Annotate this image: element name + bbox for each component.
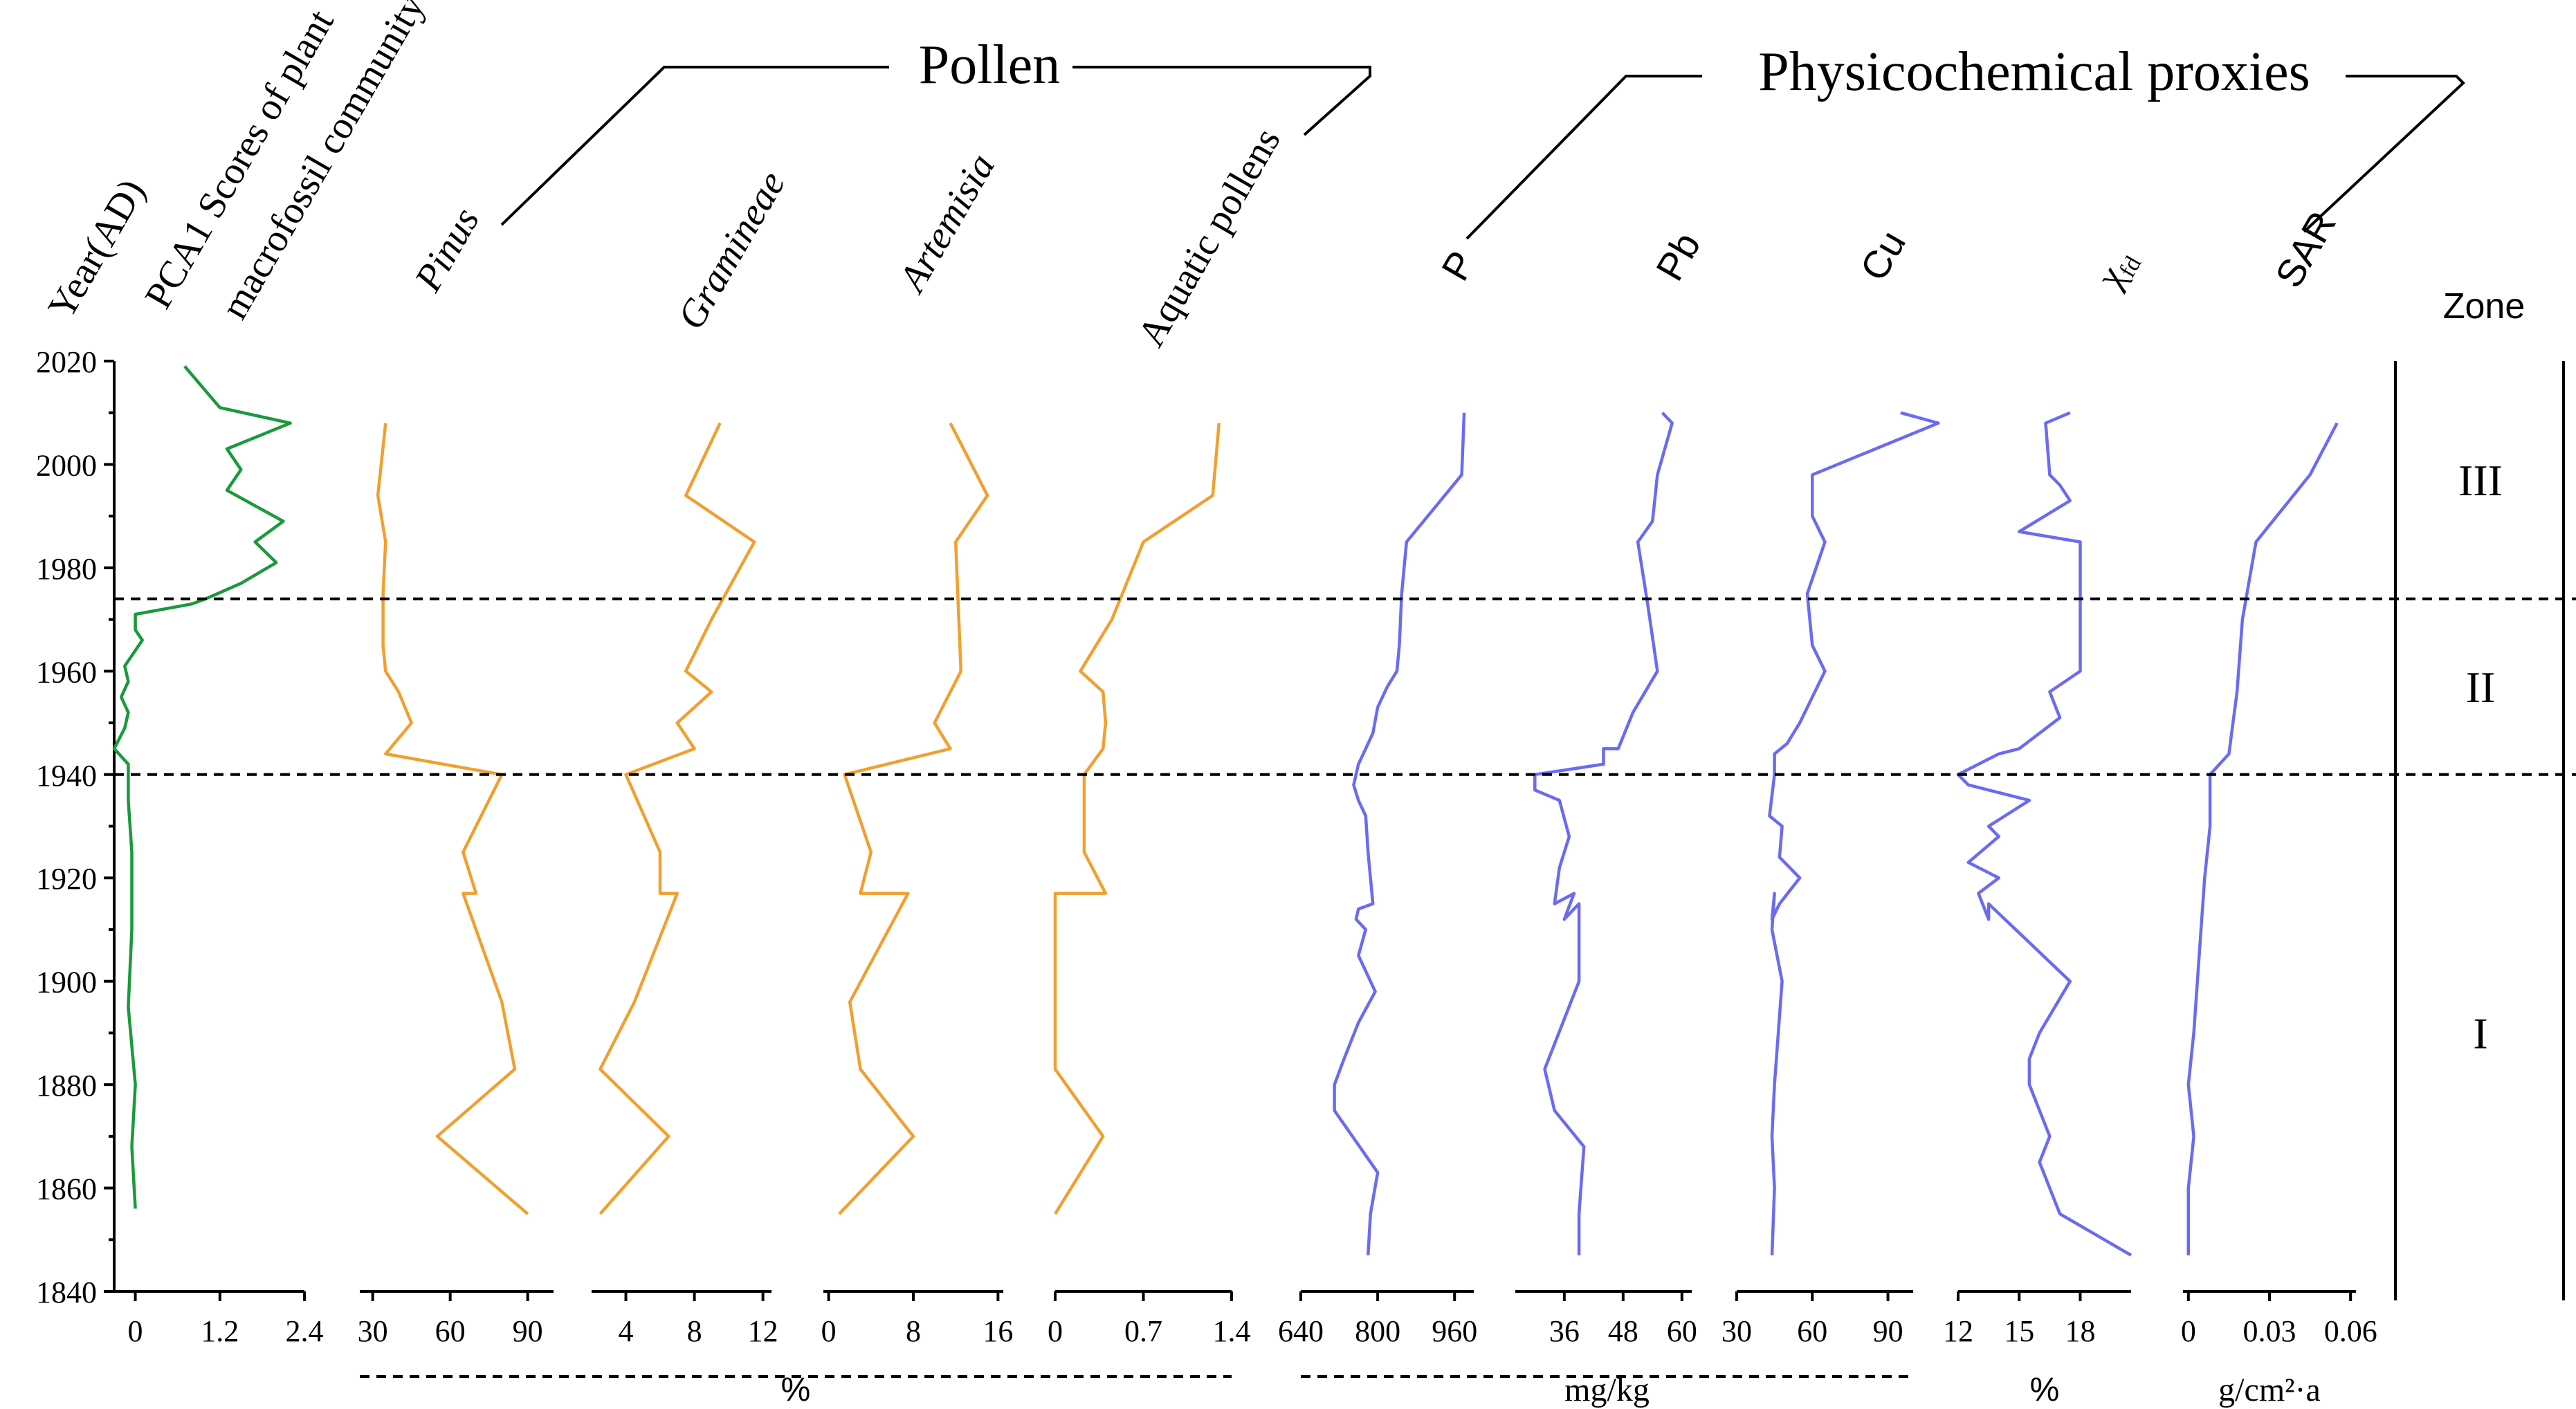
- year-axis: 1840 1860 1880 1900 1920 1940 1960 1980 2000 2020: [36, 345, 116, 1309]
- series-line-2: [599, 422, 756, 1215]
- group-bracket-left-0: [500, 66, 889, 226]
- series-line-8: [1956, 411, 2132, 1257]
- x-tick-label-3-0: 0: [821, 1314, 837, 1348]
- year-tick-label-1980: 1980: [36, 552, 97, 586]
- x-tick-label-5-960: 960: [1432, 1314, 1477, 1348]
- series-line-4: [1053, 423, 1221, 1215]
- x-tick-label-2-4: 4: [619, 1314, 634, 1348]
- x-tick-label-3-8: 8: [906, 1314, 921, 1348]
- x-tick-label-2-12: 12: [748, 1314, 778, 1348]
- x-tick-label-1-30: 30: [358, 1314, 388, 1348]
- year-tick-label-1920: 1920: [36, 862, 97, 896]
- year-tick-label-1840: 1840: [36, 1276, 97, 1309]
- panel-8: 12 15 18 χfd: [1943, 241, 2146, 1348]
- group-bracket-left-1: [1465, 75, 1702, 240]
- group-bracket-right-1: [2303, 75, 2465, 233]
- x-tick-label-4-1.4: 1.4: [1213, 1314, 1251, 1348]
- series-title-4: Aquatic pollens: [1130, 121, 1289, 354]
- panel-9: 0 0.03 0.06 SAR: [2181, 204, 2377, 1348]
- series-title-9: SAR: [2267, 204, 2344, 295]
- series-line-0: [112, 365, 292, 1209]
- panel-7: 30 60 90 Cu: [1721, 223, 1940, 1348]
- x-tick-label-9-0.06: 0.06: [2324, 1314, 2377, 1348]
- x-tick-label-4-0.7: 0.7: [1124, 1314, 1162, 1348]
- year-tick-label-1940: 1940: [36, 759, 97, 793]
- series-line-1: [376, 423, 529, 1215]
- x-tick-label-1-90: 90: [513, 1314, 543, 1348]
- x-tick-label-7-60: 60: [1797, 1314, 1827, 1348]
- x-tick-label-0-2.4: 2.4: [286, 1314, 324, 1348]
- x-tick-label-8-18: 18: [2065, 1314, 2095, 1348]
- year-tick-label-2020: 2020: [36, 345, 97, 379]
- year-tick-label-1880: 1880: [36, 1069, 97, 1103]
- zone-title: Zone: [2443, 286, 2525, 326]
- x-tick-label-7-90: 90: [1873, 1314, 1903, 1348]
- group-bracket-right-0: [1072, 66, 1371, 136]
- series-line-5: [1333, 412, 1466, 1255]
- x-tick-label-0-0: 0: [128, 1314, 143, 1348]
- series-title-7: Cu: [1852, 223, 1914, 288]
- series-line-9: [2186, 422, 2339, 1255]
- panel-3: 0 8 16 Artemisia: [821, 147, 1014, 1348]
- series-title-3: Artemisia: [890, 147, 1004, 301]
- unit-label-2: %: [2030, 1372, 2060, 1408]
- x-tick-label-5-640: 640: [1278, 1314, 1324, 1348]
- series-line-7: [1768, 411, 1940, 1255]
- x-tick-label-1-60: 60: [435, 1314, 466, 1348]
- x-tick-label-0-1.2: 1.2: [201, 1314, 239, 1348]
- x-tick-label-6-36: 36: [1549, 1314, 1580, 1348]
- zone-label-I: I: [2473, 1009, 2487, 1058]
- zone-label-III: III: [2458, 456, 2503, 505]
- unit-label-1: mg/kg: [1564, 1372, 1650, 1408]
- series-line-6: [1533, 412, 1674, 1255]
- year-tick-label-2000: 2000: [36, 448, 97, 482]
- year-tick-label-1860: 1860: [36, 1172, 97, 1206]
- y-axis-label-group: Year(AD): [40, 172, 154, 326]
- group-brackets: Pollen Physicochemical proxies: [500, 35, 2465, 240]
- x-tick-label-3-16: 16: [983, 1314, 1013, 1348]
- x-tick-label-7-30: 30: [1721, 1314, 1752, 1348]
- unit-labels: % mg/kg% g/cm²·a: [360, 1372, 2321, 1408]
- x-tick-label-2-8: 8: [687, 1314, 702, 1348]
- x-tick-label-8-15: 15: [2004, 1314, 2034, 1348]
- series-title-8: χfd: [2088, 241, 2146, 297]
- zone-label-II: II: [2466, 663, 2496, 712]
- series-title-1: Pinus: [406, 201, 488, 299]
- panel-2: 4 8 12 Gramineae: [592, 164, 794, 1348]
- panel-6: 36 48 60 Pb: [1515, 225, 1709, 1348]
- group-title-0: Pollen: [919, 35, 1060, 95]
- x-tick-label-8-12: 12: [1943, 1314, 1973, 1348]
- series-title-2: Gramineae: [670, 164, 794, 336]
- year-axis-label: Year(AD): [40, 172, 154, 326]
- x-tick-label-6-60: 60: [1667, 1314, 1697, 1348]
- series-title-5: P: [1433, 243, 1483, 288]
- group-title-1: Physicochemical proxies: [1758, 42, 2310, 102]
- x-tick-label-5-800: 800: [1355, 1314, 1400, 1348]
- panel-4: 0 0.7 1.4 Aquatic pollens: [1048, 121, 1289, 1348]
- x-tick-label-9-0.03: 0.03: [2243, 1314, 2296, 1348]
- x-tick-label-9-0: 0: [2181, 1314, 2196, 1348]
- x-tick-label-4-0: 0: [1048, 1314, 1063, 1348]
- x-tick-label-6-48: 48: [1608, 1314, 1638, 1348]
- series-title-6: Pb: [1647, 225, 1709, 288]
- panel-5: 640 800 960 P: [1278, 243, 1483, 1348]
- year-tick-label-1960: 1960: [36, 655, 97, 689]
- year-tick-label-1900: 1900: [36, 966, 97, 1000]
- unit-label-0: %: [781, 1372, 811, 1408]
- series-line-3: [838, 422, 989, 1215]
- unit-label-3: g/cm²·a: [2218, 1372, 2321, 1408]
